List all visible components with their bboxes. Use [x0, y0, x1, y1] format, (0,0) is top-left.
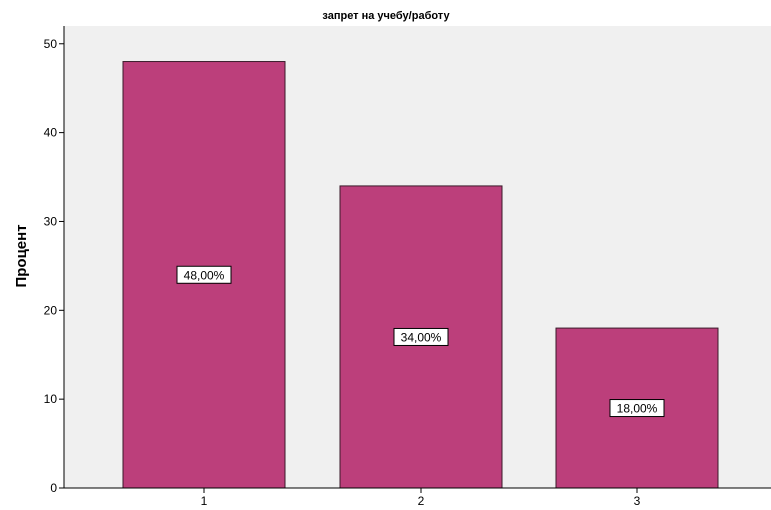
y-axis-label: Процент — [13, 224, 30, 287]
bars-layer: 48,00% 34,00% 18,00% — [122, 61, 719, 489]
data-label-box-1 — [176, 265, 232, 284]
x-tick-label-1: 1 — [201, 494, 208, 505]
data-label-box-2 — [393, 327, 449, 346]
x-tick-label-2: 2 — [418, 494, 425, 505]
data-label-3: 18,00% — [617, 402, 658, 416]
y-tick-label-20: 20 — [44, 303, 58, 317]
y-tick-label-50: 50 — [44, 37, 58, 51]
y-tick-label-0: 0 — [50, 481, 57, 495]
y-tick-label-10: 10 — [44, 392, 58, 406]
y-tick-label-40: 40 — [44, 126, 58, 140]
data-label-1: 48,00% — [184, 268, 225, 282]
x-tick-label-3: 3 — [634, 494, 641, 505]
data-label-box-3 — [609, 399, 665, 418]
chart-title: запрет на учебу/работу — [322, 10, 450, 22]
data-label-2: 34,00% — [401, 330, 442, 344]
y-tick-label-30: 30 — [44, 214, 58, 228]
